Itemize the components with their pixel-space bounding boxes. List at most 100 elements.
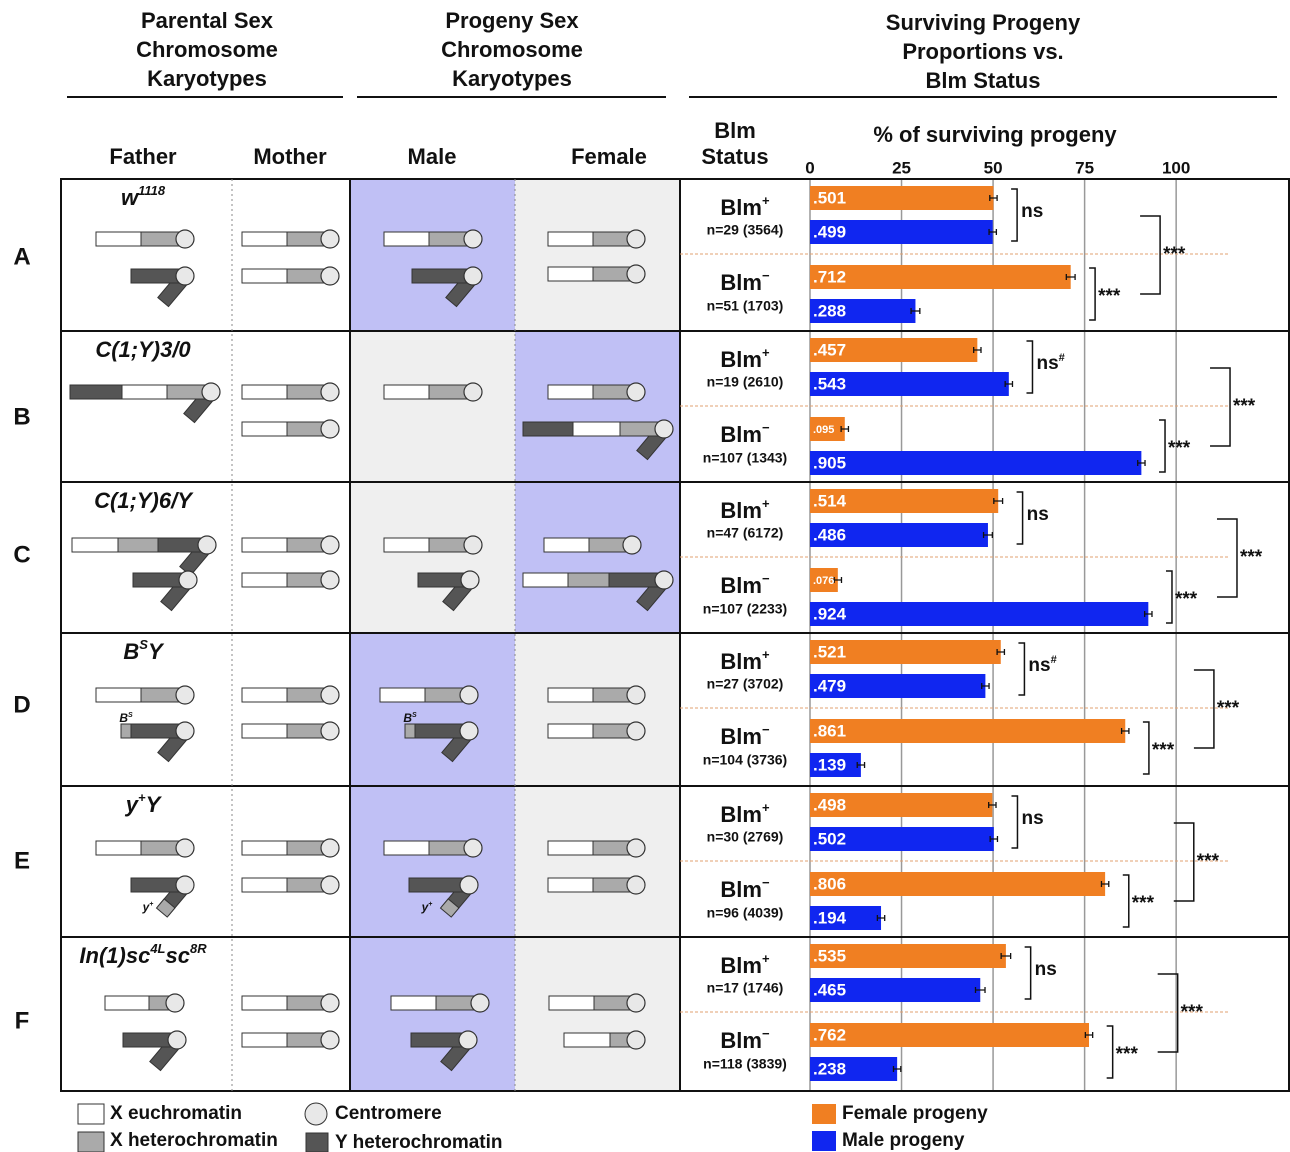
centromere (622, 535, 642, 555)
legend-swatch (812, 1104, 836, 1124)
genotype-label: C(1;Y)6/Y (94, 488, 194, 513)
chromatin (567, 572, 610, 588)
error-bar (989, 836, 999, 842)
significance-label: *** (1233, 396, 1256, 417)
text-part: Blm (720, 270, 762, 295)
bar (810, 568, 838, 592)
centromere (626, 838, 646, 858)
text-part: S (128, 712, 133, 719)
chromatin (104, 995, 150, 1011)
header: Chromosome (136, 37, 278, 62)
significance-label: ns (1035, 959, 1057, 980)
blm-status: Blm− (720, 875, 770, 902)
text-part: Blm (720, 724, 762, 749)
text-part: 1118 (138, 183, 166, 198)
column-header: Female (571, 144, 647, 169)
bracket (1210, 367, 1231, 447)
significance-label: *** (1098, 286, 1121, 307)
blm-status: Blm− (720, 268, 770, 295)
header: Chromosome (441, 37, 583, 62)
text-part: Blm (720, 573, 762, 598)
significance-label: *** (1168, 438, 1191, 459)
bar (810, 719, 1126, 743)
error-bar (910, 308, 921, 314)
column-shade (350, 937, 515, 1091)
blm-status: Blm+ (720, 800, 770, 827)
row-letter: F (15, 1007, 30, 1034)
error-bar (856, 762, 866, 768)
text-part: Blm (720, 649, 762, 674)
column-header: Status (701, 144, 768, 169)
value-label: .238 (813, 1059, 846, 1078)
error-bar (982, 532, 993, 538)
text-part: − (762, 1026, 770, 1041)
error-bar (993, 498, 1004, 504)
centromere (470, 993, 490, 1013)
text-part: − (762, 420, 770, 435)
sample-size: n=19 (2610) (707, 374, 784, 390)
column-header: Father (109, 144, 177, 169)
text-part: ns (1021, 201, 1043, 222)
text-part: y (421, 900, 430, 914)
centromere (626, 875, 646, 895)
legend-label: X euchromatin (110, 1103, 242, 1124)
bar (810, 753, 861, 777)
blm-status: Blm+ (720, 647, 770, 674)
error-bar (988, 802, 997, 808)
bar (810, 523, 988, 547)
column-shade (515, 179, 680, 331)
centromere (175, 721, 195, 741)
bracket (1016, 491, 1024, 545)
value-label: .806 (813, 874, 846, 893)
significance-label: *** (1175, 589, 1198, 610)
significance-label: ns (1021, 808, 1043, 829)
significance-label: *** (1181, 1002, 1204, 1023)
legend-swatch (812, 1131, 836, 1151)
table-frame (60, 178, 1290, 1092)
chromatin (241, 840, 288, 856)
centromere (167, 1030, 187, 1050)
sample-size: n=30 (2769) (707, 829, 784, 845)
text-part: Blm (720, 877, 762, 902)
column-header: Male (408, 144, 457, 169)
text-part: − (762, 875, 770, 890)
error-bar (988, 229, 998, 235)
chromatin (241, 537, 288, 553)
text-part: Blm (720, 347, 762, 372)
value-label: .861 (813, 721, 846, 740)
centromere (626, 993, 646, 1013)
text-part: 4L (149, 941, 165, 956)
bracket (1193, 669, 1215, 749)
chromatin (241, 723, 288, 739)
value-label: .924 (813, 604, 847, 623)
chromatin (95, 231, 142, 247)
chromatin (547, 877, 594, 893)
text-part: # (1051, 654, 1057, 666)
column-shade (515, 331, 680, 482)
centromere (197, 535, 217, 555)
centromere (626, 229, 646, 249)
error-bar (981, 683, 990, 689)
chromatin (548, 995, 595, 1011)
genotype-label: w1118 (121, 183, 166, 210)
centromere (320, 229, 340, 249)
chromatin (547, 266, 594, 282)
chromatin (241, 384, 288, 400)
bracket (1173, 822, 1195, 902)
centromere (459, 875, 479, 895)
bar (810, 602, 1149, 626)
header: Karyotypes (147, 66, 267, 91)
centromere (320, 382, 340, 402)
centromere (626, 685, 646, 705)
text-part: w (121, 185, 140, 210)
bracket (1011, 795, 1019, 849)
chromatin (95, 840, 142, 856)
error-bar (1144, 611, 1153, 617)
column-shade (515, 937, 680, 1091)
bracket (1142, 721, 1150, 775)
centromere (175, 685, 195, 705)
x-tick-label: 100 (1162, 158, 1190, 177)
centromere (320, 570, 340, 590)
column-header: Mother (253, 144, 327, 169)
